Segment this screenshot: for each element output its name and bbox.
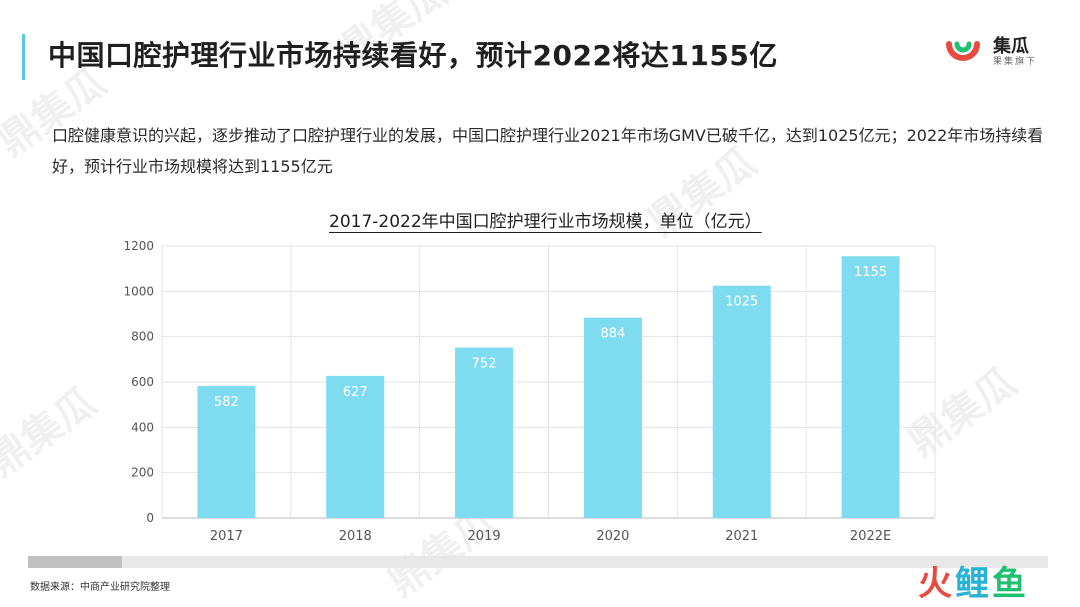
y-tick-label: 800 [131,330,154,344]
brand-name: 集瓜 [993,36,1029,57]
y-tick-label: 600 [131,375,154,389]
watermark-logo-part: 鱼 [992,564,1029,604]
y-tick-label: 400 [131,420,154,434]
data-label: 1025 [725,295,758,310]
page-title: 中国口腔护理行业市场持续看好，预计2022将达1155亿 [48,39,778,72]
y-tick-label: 1000 [123,284,154,298]
y-tick-label: 1200 [123,239,154,253]
progress-fill [28,556,122,568]
x-tick-label: 2021 [725,529,758,544]
bar-chart: 0 200 400 600 800 1000 1200 582 2017 627 2018 752 20… [123,239,936,544]
data-source: 数据来源：中商产业研究院整理 [30,582,170,593]
watermark-logo-part: 火 [918,564,955,604]
x-tick-label: 2018 [339,529,372,544]
data-label: 884 [601,327,626,342]
bar [326,375,385,518]
bar [841,256,900,518]
bar [712,285,771,518]
description-text: 口腔健康意识的兴起，逐步推动了口腔护理行业的发展，中国口腔护理行业2021年市场… [52,126,1044,176]
watermark-logo: 火鲤鱼 [918,556,1029,605]
bar [197,386,256,518]
brand-tagline: 果集旗下 [993,57,1038,67]
x-tick-label: 2022E [850,529,891,544]
bar [583,317,642,518]
watermark-logo-part: 鲤 [955,564,992,604]
data-label: 582 [214,395,239,410]
y-tick-label: 200 [131,466,154,480]
progress-track [28,556,1048,568]
brand-mark-icon [946,41,980,61]
chart-title: 2017-2022年中国口腔护理行业市场规模，单位（亿元） [329,212,762,232]
title-accent-bar [22,34,25,80]
data-label: 752 [472,357,497,372]
x-tick-label: 2017 [210,529,243,544]
x-tick-label: 2019 [468,529,501,544]
brand-logo: 集瓜 果集旗下 [945,30,1065,70]
data-label: 627 [343,385,368,400]
y-tick-label: 0 [146,511,154,525]
data-label: 1155 [854,265,887,280]
bar [455,347,514,518]
x-tick-label: 2020 [596,529,629,544]
